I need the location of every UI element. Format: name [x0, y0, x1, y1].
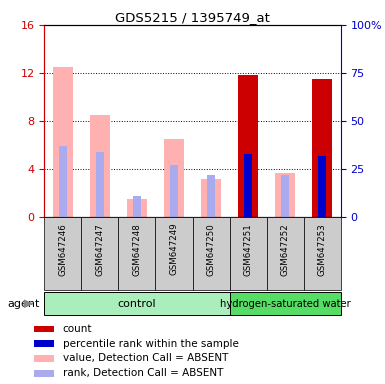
Bar: [53, 67, 73, 217]
Bar: [170, 165, 178, 217]
Bar: [244, 154, 252, 217]
Text: hydrogen-saturated water: hydrogen-saturated water: [220, 299, 350, 309]
Text: GSM647253: GSM647253: [318, 223, 327, 276]
Bar: [304, 217, 341, 290]
Bar: [312, 79, 332, 217]
Bar: [59, 146, 67, 217]
Bar: [318, 156, 326, 217]
Text: count: count: [63, 324, 92, 334]
Bar: [34, 340, 54, 347]
Title: GDS5215 / 1395749_at: GDS5215 / 1395749_at: [115, 11, 270, 24]
Bar: [229, 292, 341, 316]
Text: GSM647252: GSM647252: [281, 223, 290, 276]
Bar: [156, 217, 192, 290]
Bar: [208, 175, 215, 217]
Bar: [201, 179, 221, 217]
Bar: [44, 292, 229, 316]
Bar: [96, 152, 104, 217]
Bar: [229, 217, 266, 290]
Bar: [281, 175, 289, 217]
Text: GSM647251: GSM647251: [244, 223, 253, 276]
Bar: [275, 172, 295, 217]
Text: control: control: [117, 299, 156, 309]
Bar: [127, 199, 147, 217]
Bar: [267, 217, 304, 290]
Text: GSM647246: GSM647246: [58, 223, 67, 276]
Bar: [133, 196, 141, 217]
Text: GSM647250: GSM647250: [206, 223, 216, 276]
Bar: [34, 326, 54, 332]
Text: agent: agent: [8, 299, 40, 309]
Bar: [34, 355, 54, 362]
Text: rank, Detection Call = ABSENT: rank, Detection Call = ABSENT: [63, 368, 223, 378]
Bar: [34, 370, 54, 377]
Bar: [44, 217, 81, 290]
Text: percentile rank within the sample: percentile rank within the sample: [63, 339, 239, 349]
Bar: [81, 217, 119, 290]
Bar: [192, 217, 229, 290]
Text: value, Detection Call = ABSENT: value, Detection Call = ABSENT: [63, 353, 228, 364]
Bar: [238, 75, 258, 217]
Text: GSM647248: GSM647248: [132, 223, 141, 276]
Text: GSM647247: GSM647247: [95, 223, 104, 276]
Bar: [119, 217, 156, 290]
Text: GSM647249: GSM647249: [169, 223, 179, 275]
Bar: [90, 115, 110, 217]
Bar: [164, 139, 184, 217]
